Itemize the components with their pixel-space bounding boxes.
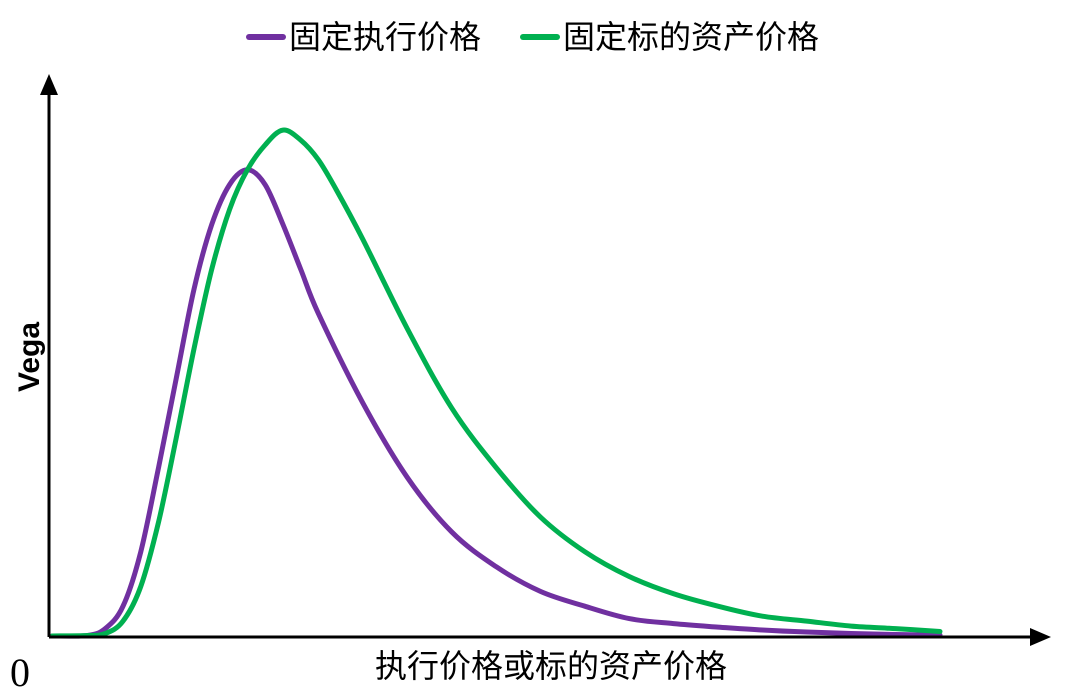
- legend-label-2: 固定标的资产价格: [563, 18, 819, 56]
- legend-label-1: 固定执行价格: [289, 18, 481, 56]
- series-line-1: [49, 167, 943, 639]
- y-axis-label: Vega: [13, 322, 46, 392]
- origin-label: 0: [10, 650, 30, 693]
- x-axis-label: 执行价格或标的资产价格: [375, 647, 727, 685]
- x-axis-arrow: [1030, 628, 1051, 646]
- axes: [40, 74, 1051, 646]
- y-axis-arrow: [40, 74, 58, 95]
- legend: 固定执行价格 固定标的资产价格: [246, 18, 819, 56]
- series-layer: [49, 127, 943, 639]
- series-line-2: [49, 127, 943, 639]
